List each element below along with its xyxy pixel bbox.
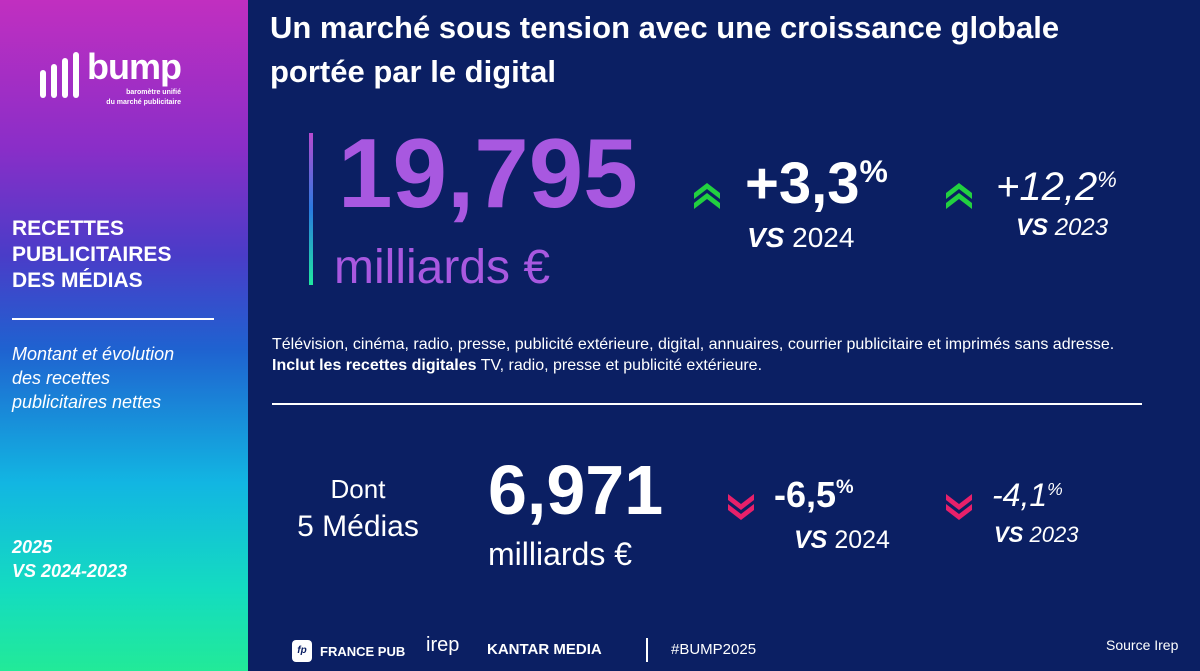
label-line: 5 Médias: [297, 510, 419, 543]
description-line: des recettes: [12, 368, 111, 388]
title-line: RECETTES: [12, 217, 125, 240]
logo-subtitle-2: du marché publicitaire: [106, 99, 181, 106]
description-line: publicitaires nettes: [12, 392, 162, 412]
double-chevron-up-icon: [946, 183, 972, 209]
bars-icon: [40, 52, 79, 98]
bump-logo: bump baromètre unifié du marché publicit…: [40, 46, 182, 108]
accent-bar: [309, 133, 313, 285]
divider: [646, 638, 648, 662]
description-line: Montant et évolution: [12, 344, 175, 364]
sidebar-period: 2025 VS 2024-2023: [12, 535, 127, 583]
divider: [272, 403, 1142, 405]
sidebar-title: RECETTES PUBLICITAIRES DES MÉDIAS: [12, 216, 171, 294]
double-chevron-down-icon: [728, 494, 754, 520]
five-media-evolution-2023: -4,1%: [992, 477, 1063, 513]
total-unit: milliards €: [334, 241, 551, 294]
period-line: VS 2024-2023: [12, 561, 128, 581]
source: Source Irep: [1106, 637, 1179, 653]
double-chevron-up-icon: [694, 183, 720, 209]
hashtag: #BUMP2025: [671, 641, 757, 658]
five-media-unit: milliards €: [488, 536, 633, 572]
five-media-evolution-2024: -6,5%: [774, 474, 854, 515]
total-evolution-2024: +3,3%: [745, 151, 888, 216]
total-evolution-2023: +12,2%: [996, 165, 1117, 209]
logo-word: bump: [87, 46, 182, 87]
title-line: PUBLICITAIRES: [12, 243, 172, 266]
total-value: 19,795: [338, 118, 638, 228]
title-line-1: Un marché sous tension avec une croissan…: [270, 10, 1060, 45]
logo-subtitle-1: baromètre unifié: [126, 89, 181, 96]
sidebar-description: Montant et évolution des recettes public…: [12, 342, 174, 414]
title-line-2: portée par le digital: [270, 54, 556, 89]
vs-2024-label: VS 2024: [747, 222, 855, 253]
divider: [12, 318, 214, 320]
five-media-value: 6,971: [488, 451, 664, 529]
page-title: Un marché sous tension avec une croissan…: [270, 6, 1170, 94]
vs-2023-label: VS 2023: [1016, 214, 1109, 241]
title-line: DES MÉDIAS: [12, 269, 143, 292]
label-line: Dont: [330, 474, 386, 504]
sidebar: bump baromètre unifié du marché publicit…: [0, 0, 248, 671]
vs-2024-label: VS 2024: [794, 526, 890, 554]
france-pub-logo: fp FRANCE PUB: [292, 640, 405, 662]
vs-2023-label: VS 2023: [994, 522, 1079, 547]
five-media-label: Dont 5 Médias: [286, 470, 430, 546]
scope-line-2: Inclut les recettes digitales TV, radio,…: [272, 357, 763, 374]
scope-line-1: Télévision, cinéma, radio, presse, publi…: [272, 336, 1115, 353]
double-chevron-down-icon: [946, 494, 972, 520]
kantar-media-logo: KANTAR MEDIA: [487, 641, 602, 658]
scope-description: Télévision, cinéma, radio, presse, publi…: [272, 334, 1200, 376]
period-line: 2025: [12, 537, 53, 557]
irep-logo: irep: [426, 634, 460, 656]
